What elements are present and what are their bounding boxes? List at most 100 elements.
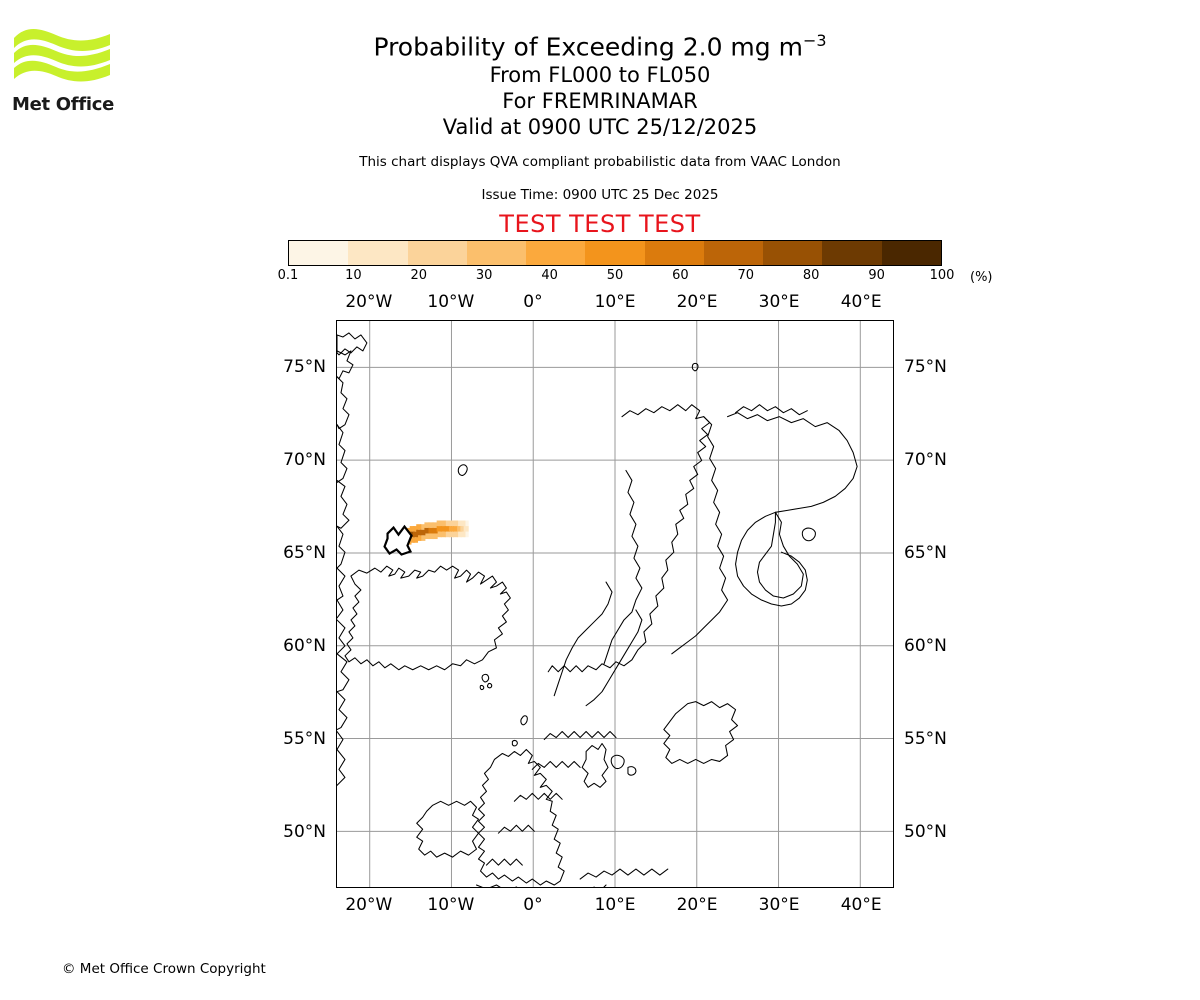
lon-label-bottom-40°E: 40°E [840,895,882,915]
colorbar-tick-labels: 0.1 10 20 30 40 50 60 70 80 90 100 [278,268,955,288]
qva-compliance-note: This chart displays QVA compliant probab… [359,154,841,171]
plume-fringe-5-0 [412,526,419,532]
lat-label-right-70°N: 70°N [904,449,947,470]
plume-fringe-11-1 [436,531,442,538]
lat-label-left-50°N: 50°N [283,822,326,843]
met-office-logo-text: Met Office [12,94,115,115]
plume-cell-9 [428,527,434,534]
plume-fringe-13-1 [444,531,450,538]
lon-label-bottom-0°: 0° [523,895,543,915]
map-plot-area[interactable] [336,320,894,888]
plume-cell-13 [444,526,450,532]
plume-cell-15 [453,526,459,532]
volcano-source-marker [383,524,413,556]
probability-colorbar: 0.1 10 20 30 40 50 60 70 80 90 100 [278,240,955,288]
lon-label-bottom-30°E: 30°E [758,895,800,915]
colorbar-tick-10: 10 [345,268,362,283]
map-canvas [337,321,893,887]
colorbar-segment-0 [289,241,349,265]
met-office-logo: Met Office [12,26,120,116]
plume-fringe-14-0 [448,520,455,527]
colorbar-tick-70: 70 [737,268,755,283]
colorbar-segment-7 [703,241,764,265]
plume-fringe-6-0 [416,524,422,530]
lon-label-top-0°: 0° [523,292,543,312]
plume-fringe-8-0 [424,522,430,528]
plume-fringe-13-0 [444,520,450,527]
lon-label-bottom-20°E: 20°E [676,895,718,915]
plume-fringe-7-1 [420,535,426,541]
lat-label-right-55°N: 55°N [904,729,947,750]
lon-label-bottom-10°E: 10°E [594,895,636,915]
colorbar-tick-0.1: 0.1 [277,268,299,283]
colorbar-tick-80: 80 [802,268,820,283]
plume-cell-11 [436,526,442,532]
colorbar-segment-5 [585,241,645,265]
subtitle-valid-time: Valid at 0900 UTC 25/12/2025 [442,115,758,140]
colorbar-tick-30: 30 [475,268,493,283]
colorbar-tick-90: 90 [868,268,885,283]
lat-label-right-50°N: 50°N [904,822,947,843]
colorbar-tick-40: 40 [541,268,558,283]
plume-cell-10 [432,527,438,534]
plume-fringe-4-1 [409,537,415,543]
plume-fringe-18-1 [463,531,469,538]
chart-header: Probability of Exceeding 2.0 mg m−3 From… [0,0,1200,238]
lat-label-left-75°N: 75°N [283,356,326,377]
plume-fringe-6-1 [416,535,422,541]
lon-label-top-10°E: 10°E [594,292,636,312]
map-coastlines [337,332,858,887]
page-title-exponent: −3 [802,31,827,50]
lat-label-right-75°N: 75°N [904,356,947,377]
copyright-notice: © Met Office Crown Copyright [62,961,266,977]
plume-cell-5 [412,531,419,538]
colorbar-segment-10 [881,241,941,265]
plume-fringe-12-0 [440,520,446,527]
lat-label-left-55°N: 55°N [283,729,326,750]
plume-fringe-4-0 [409,526,415,532]
lat-label-right-65°N: 65°N [904,542,947,563]
colorbar-segment-2 [407,241,467,265]
lon-label-top-10°W: 10°W [427,292,475,312]
plume-fringe-5-1 [412,537,419,543]
plume-fringe-7-0 [420,524,426,530]
colorbar-segment-6 [644,241,704,265]
colorbar-segment-1 [348,241,408,265]
lon-label-top-20°E: 20°E [676,292,718,312]
plume-fringe-18-0 [463,520,469,527]
colorbar-unit-label: (%) [970,270,993,285]
colorbar-gradient [288,240,942,266]
plume-cell-4 [409,531,415,538]
plume-fringe-17-1 [460,531,466,538]
plume-fringe-9-1 [428,533,434,540]
colorbar-tick-20: 20 [410,268,428,283]
plume-cell-18 [463,526,469,532]
test-banner: TEST TEST TEST [499,210,701,239]
plume-cell-8 [424,527,430,534]
issue-time-label: Issue Time: 0900 UTC 25 Dec 2025 [481,187,719,204]
subtitle-volcano: For FREMRINAMAR [502,89,698,114]
plume-cell-12 [440,526,446,532]
plume-fringe-16-1 [457,531,463,538]
lon-label-bottom-10°W: 10°W [427,895,475,915]
plume-cell-6 [416,529,422,536]
plume-fringe-17-0 [460,520,466,527]
plume-fringe-10-0 [432,522,438,528]
page-title-text: Probability of Exceeding 2.0 mg m [373,32,803,62]
lon-label-top-30°E: 30°E [758,292,800,312]
colorbar-tick-60: 60 [672,268,689,283]
plume-fringe-15-0 [453,520,459,527]
plume-fringe-14-1 [448,531,455,538]
plume-fringe-11-0 [436,520,442,527]
plume-fringe-9-0 [428,522,434,528]
plume-cell-17 [460,526,466,532]
plume-cell-16 [457,526,463,532]
lat-label-right-60°N: 60°N [904,635,947,656]
met-office-wave-icon [14,29,110,82]
plume-cell-14 [448,526,455,532]
plume-fringe-8-1 [424,533,430,540]
plume-fringe-12-1 [440,531,446,538]
lat-label-left-65°N: 65°N [283,542,326,563]
colorbar-tick-50: 50 [606,268,624,283]
lon-label-bottom-20°W: 20°W [345,895,393,915]
